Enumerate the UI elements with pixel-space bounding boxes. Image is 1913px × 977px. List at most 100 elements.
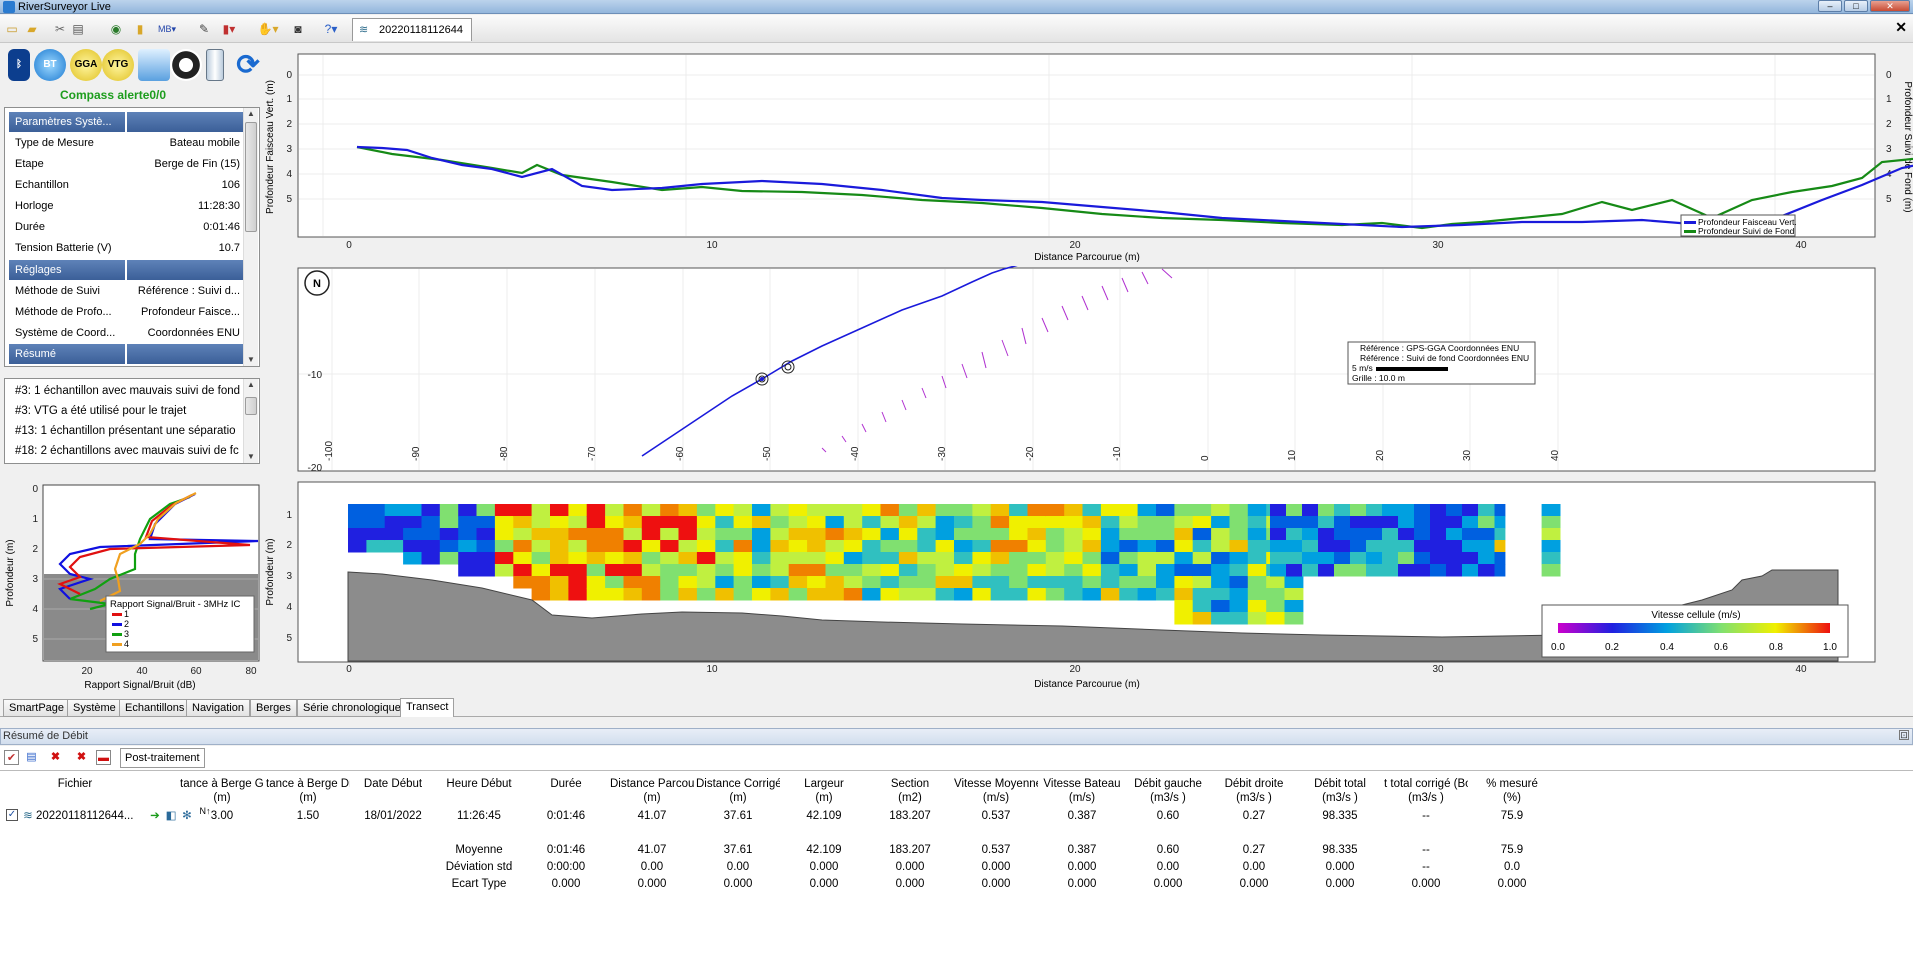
tab-navigation[interactable]: Navigation: [186, 699, 250, 717]
x-axis-label: Distance Parcourue (m): [1034, 252, 1140, 263]
delete-icon[interactable]: ✖: [50, 751, 61, 763]
velocity-cell: [1382, 564, 1399, 577]
message-item[interactable]: #3: 1 échantillon avec mauvais suivi de …: [15, 385, 241, 397]
velocity-cell: [1045, 540, 1065, 553]
column-header[interactable]: Vitesse Moyenne (m/s): [954, 778, 1038, 804]
tab-banks[interactable]: Berges: [250, 699, 297, 717]
column-header[interactable]: Distance Corrigée (m): [696, 778, 780, 804]
new-file-icon[interactable]: ▭: [6, 22, 18, 36]
check-icon[interactable]: ✔: [4, 750, 19, 765]
properties-scrollbar[interactable]: ▲ ▼: [243, 108, 258, 366]
water-icon[interactable]: [138, 49, 170, 81]
tab-system[interactable]: Système: [67, 699, 122, 717]
minimize-button[interactable]: –: [1818, 0, 1842, 12]
units-dropdown-icon[interactable]: MB▾: [157, 24, 177, 34]
column-header[interactable]: tance à Berge Dro(m): [266, 778, 350, 804]
camera-icon[interactable]: ◙: [294, 22, 302, 36]
velocity-cell: [752, 564, 771, 577]
close-window-button[interactable]: ✕: [1870, 0, 1910, 12]
column-header[interactable]: Débit droite (m3/s ): [1224, 778, 1284, 804]
row-checkbox[interactable]: ✓: [6, 809, 18, 821]
column-header[interactable]: Section (m2): [890, 778, 930, 804]
velocity-cell: [531, 528, 551, 541]
stats-cell: 0.000: [809, 861, 839, 873]
x-tick: 20: [1375, 449, 1386, 461]
velocity-cell: [733, 564, 753, 577]
velocity-cell: [641, 576, 661, 589]
close-doc-icon[interactable]: ✕: [1895, 19, 1907, 35]
table-cell: 75.9: [1500, 810, 1524, 822]
prop-row: Méthode de Suivi Référence : Suivi d...: [15, 285, 240, 297]
edit-icon[interactable]: ✎: [198, 22, 210, 36]
column-header[interactable]: t total corrigé (Bo (m3/s ): [1384, 778, 1468, 804]
section-settings-header[interactable]: Réglages: [9, 260, 244, 280]
velocity-cell: [1119, 588, 1139, 601]
column-header[interactable]: Date Début: [363, 778, 423, 790]
gga-status-icon[interactable]: GGA: [70, 49, 102, 81]
refresh-icon[interactable]: ⟳: [236, 49, 260, 80]
velocity-cell: [1247, 576, 1267, 589]
tools-icon[interactable]: ✂: [54, 22, 66, 36]
velocity-cell: [660, 576, 680, 589]
panel-toggle-icon[interactable]: ⊡: [1899, 730, 1909, 740]
tab-time-series[interactable]: Série chronologique: [297, 699, 407, 717]
column-header[interactable]: Débit gauche (m3/s ): [1134, 778, 1202, 804]
tab-transect[interactable]: Transect: [400, 698, 455, 717]
column-header[interactable]: tance à Berge Gau(m): [180, 778, 264, 804]
column-header[interactable]: Fichier: [57, 778, 93, 790]
remove-icon[interactable]: ▬: [96, 750, 111, 765]
x-tick: 10: [706, 240, 718, 251]
x-tick: -20: [1025, 446, 1036, 461]
velocity-cell: [1045, 516, 1065, 529]
tab-smartpage[interactable]: SmartPage: [3, 699, 71, 717]
section-system-header[interactable]: Paramètres Systè...: [9, 112, 244, 132]
velocity-cell: [1478, 540, 1495, 553]
velocity-cell: [568, 516, 588, 529]
velocity-cell: [1446, 552, 1463, 565]
messages-scrollbar[interactable]: ▲ ▼: [243, 379, 258, 463]
file-name-cell[interactable]: 20220118112644...: [36, 810, 134, 822]
velocity-cell: [1174, 588, 1194, 601]
scroll-thumb[interactable]: [245, 397, 257, 415]
velocity-cell: [1156, 552, 1175, 565]
velocity-cell: [1541, 564, 1561, 577]
message-item[interactable]: #18: 2 échantillons avec mauvais suivi d…: [15, 445, 239, 457]
help-dropdown-icon[interactable]: ?▾: [324, 22, 338, 36]
velocity-cell: [917, 576, 937, 589]
tab-post-processing[interactable]: Post-traitement: [120, 748, 205, 768]
bt-status-icon[interactable]: BT: [34, 49, 66, 81]
battery-icon[interactable]: [206, 49, 224, 81]
tab-samples[interactable]: Echantillons: [119, 699, 191, 717]
column-header[interactable]: Durée: [550, 778, 582, 790]
delete-all-icon[interactable]: ✖: [76, 751, 87, 763]
vtg-status-icon[interactable]: VTG: [102, 49, 134, 81]
open-folder-icon[interactable]: ▰: [27, 22, 37, 36]
stats-cell: 0.000: [895, 878, 925, 890]
velocity-cell: [825, 576, 845, 589]
message-item[interactable]: #3: VTG a été utilisé pour le trajet: [15, 405, 187, 417]
bookmark-icon[interactable]: ▮: [136, 22, 144, 36]
scroll-thumb[interactable]: [245, 122, 257, 232]
column-header[interactable]: % mesuré (%): [1486, 778, 1538, 804]
settings-icon[interactable]: ▤: [72, 22, 84, 36]
film-reel-icon[interactable]: [170, 49, 202, 81]
column-header[interactable]: Vitesse Bateau (m/s): [1043, 778, 1121, 804]
velocity-cell: [1174, 552, 1194, 565]
document-icon[interactable]: ▤: [26, 751, 37, 763]
message-item[interactable]: #13: 1 échantillon présentant une sépara…: [15, 425, 236, 437]
column-header[interactable]: Distance Parcouru(m): [610, 778, 694, 804]
column-header[interactable]: Débit total (m3/s ): [1314, 778, 1366, 804]
document-tab[interactable]: ≋ 20220118112644: [352, 18, 472, 41]
hand-dropdown-icon[interactable]: ✋▾: [257, 22, 279, 36]
x-tick: 20: [81, 666, 93, 677]
velocity-cell: [1229, 576, 1249, 589]
globe-icon[interactable]: ◉: [110, 22, 122, 36]
column-header[interactable]: Heure Début: [446, 778, 512, 790]
bluetooth-icon[interactable]: ᛒ: [8, 49, 30, 81]
chart-dropdown-icon[interactable]: ▮▾: [222, 22, 236, 36]
stats-cell: 37.61: [723, 844, 753, 856]
section-summary-header[interactable]: Résumé: [9, 344, 244, 364]
maximize-button[interactable]: □: [1844, 0, 1868, 12]
column-header[interactable]: Largeur (m): [804, 778, 844, 804]
velocity-cell: [880, 504, 900, 517]
